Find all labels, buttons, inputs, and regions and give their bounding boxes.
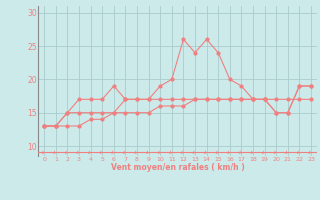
X-axis label: Vent moyen/en rafales ( km/h ): Vent moyen/en rafales ( km/h ) <box>111 163 244 172</box>
